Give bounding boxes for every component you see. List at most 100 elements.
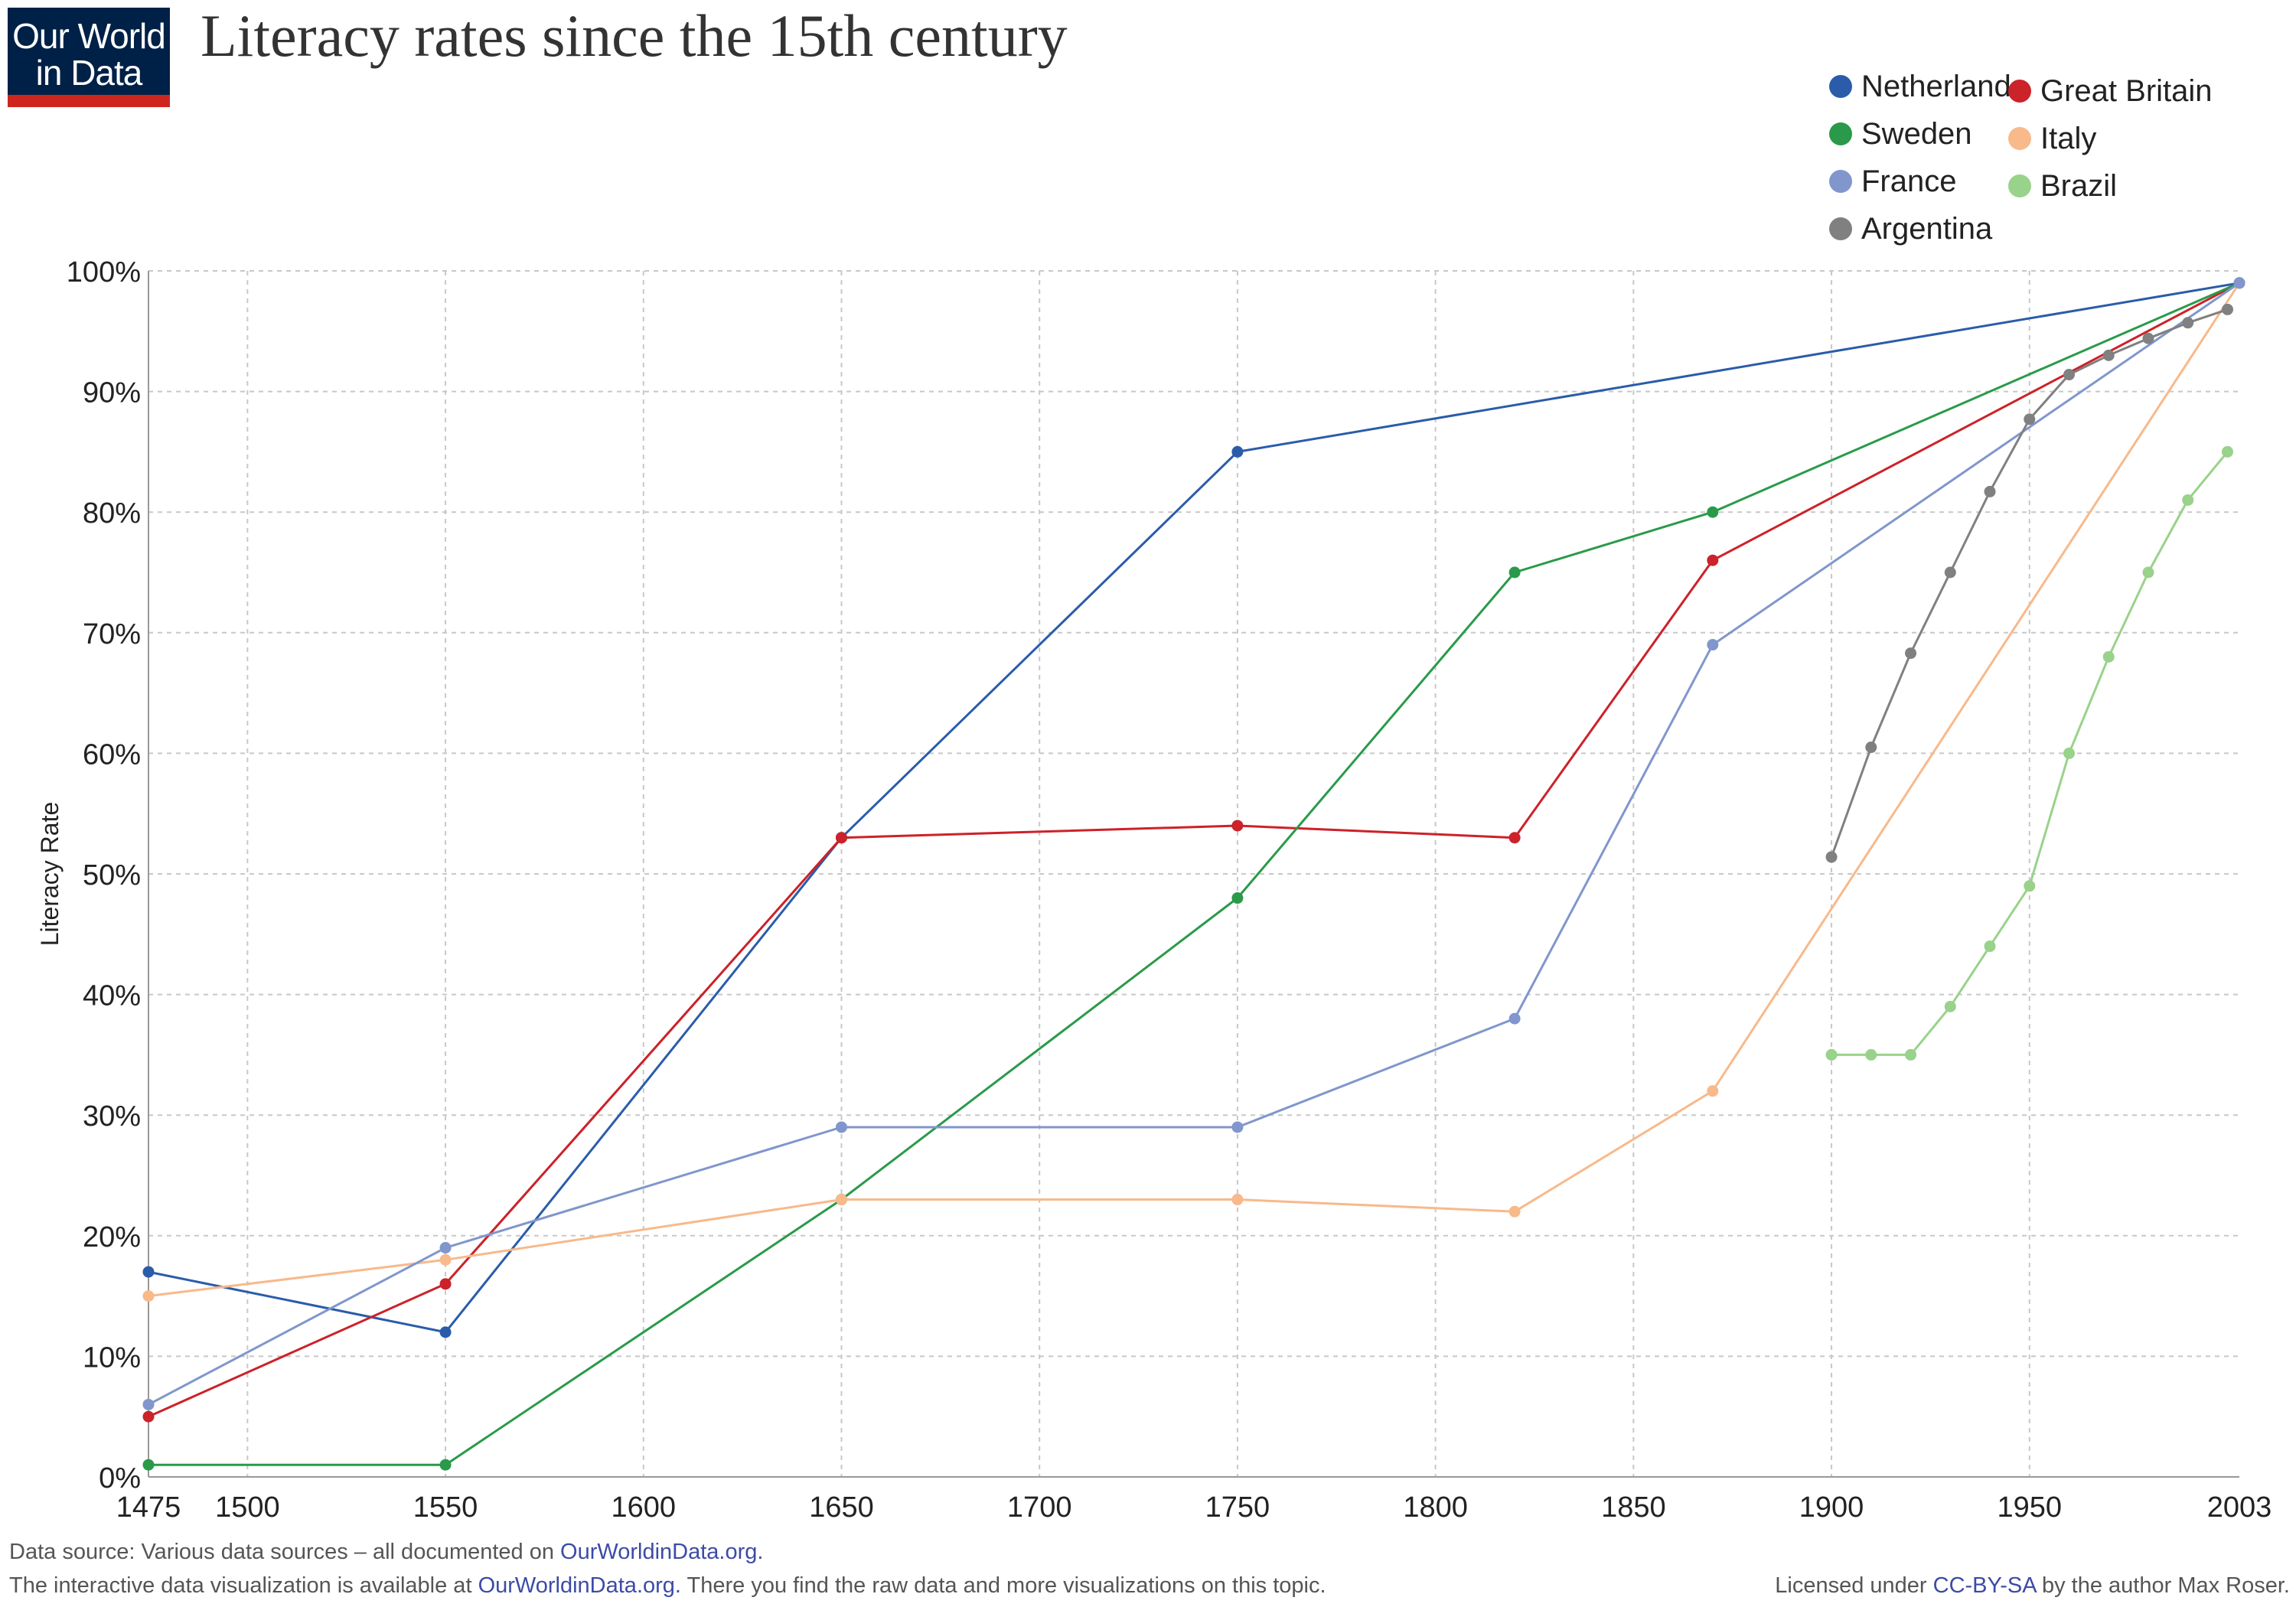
- x-tick-label-1950: 1950: [1997, 1491, 2062, 1524]
- point-brazil-1950: [2024, 880, 2036, 892]
- source-prefix: Data source: Various data sources – all …: [9, 1540, 561, 1564]
- legend-item-brazil[interactable]: Brazil: [2008, 167, 2117, 205]
- y-tick-label-70: 70%: [83, 618, 141, 650]
- x-tick-label-1650: 1650: [809, 1491, 874, 1524]
- point-great-britain-1870: [1707, 554, 1719, 566]
- point-france-1475: [142, 1398, 155, 1410]
- legend-swatch-sweden: [1829, 122, 1852, 145]
- legend-swatch-great-britain: [2008, 80, 2031, 103]
- series-line-italy: [148, 282, 2241, 1298]
- point-sweden-1750: [1231, 892, 1244, 905]
- owid-logo[interactable]: Our World in Data: [8, 8, 170, 107]
- legend-swatch-brazil: [2008, 174, 2031, 197]
- note-link[interactable]: OurWorldinData.org.: [478, 1573, 681, 1598]
- x-tick-label-1475: 1475: [116, 1491, 181, 1524]
- point-netherlands-1475: [142, 1266, 155, 1278]
- point-italy-1870: [1707, 1085, 1719, 1097]
- legend-label-france: France: [1861, 164, 1957, 198]
- point-france-1550: [439, 1242, 452, 1254]
- point-brazil-1940: [1984, 940, 1996, 953]
- legend-item-argentina[interactable]: Argentina: [1829, 210, 1992, 248]
- point-argentina-1970: [2102, 349, 2115, 361]
- point-france-1750: [1231, 1121, 1244, 1133]
- legend-label-netherlands: Netherlands: [1861, 69, 2027, 103]
- point-netherlands-1750: [1231, 445, 1244, 458]
- series-netherlands: [142, 277, 2245, 1338]
- point-brazil-1930: [1944, 1000, 1956, 1012]
- point-argentina-1930: [1944, 566, 1956, 579]
- legend-item-france[interactable]: France: [1829, 162, 1957, 200]
- y-tick-label-20: 20%: [83, 1221, 141, 1253]
- legend-item-great-britain[interactable]: Great Britain: [2008, 72, 2213, 110]
- y-tick-label-50: 50%: [83, 859, 141, 892]
- x-tick-label-1700: 1700: [1007, 1491, 1072, 1524]
- point-argentina-1900: [1825, 851, 1838, 863]
- point-great-britain-1650: [835, 832, 847, 844]
- x-tick-label-1550: 1550: [413, 1491, 478, 1524]
- series-france: [142, 277, 2245, 1410]
- series-brazil: [1825, 445, 2233, 1061]
- legend-item-netherlands[interactable]: Netherlands: [1829, 67, 2027, 106]
- point-great-britain-1550: [439, 1278, 452, 1290]
- series-sweden: [142, 277, 2245, 1471]
- data-source-note: Data source: Various data sources – all …: [9, 1540, 763, 1565]
- x-tick-label-1500: 1500: [215, 1491, 280, 1524]
- point-brazil-1910: [1865, 1048, 1877, 1061]
- point-netherlands-1550: [439, 1326, 452, 1338]
- point-argentina-1960: [2063, 369, 2076, 381]
- x-tick-label-1850: 1850: [1601, 1491, 1666, 1524]
- point-sweden-1550: [439, 1459, 452, 1471]
- point-italy-1750: [1231, 1194, 1244, 1206]
- point-argentina-1980: [2142, 332, 2154, 344]
- license-note: Licensed under CC-BY-SA by the author Ma…: [1775, 1573, 2290, 1599]
- note-suffix: There you find the raw data and more vis…: [680, 1573, 1326, 1598]
- point-sweden-1870: [1707, 506, 1719, 518]
- y-tick-label-80: 80%: [83, 497, 141, 530]
- license-suffix: by the author Max Roser.: [2035, 1573, 2290, 1598]
- license-link[interactable]: CC-BY-SA: [1932, 1573, 2036, 1598]
- point-great-britain-1750: [1231, 820, 1244, 832]
- legend-item-sweden[interactable]: Sweden: [1829, 115, 1972, 153]
- point-brazil-1990: [2182, 494, 2194, 506]
- y-axis-label: Literacy Rate: [36, 802, 64, 947]
- gridlines: [148, 270, 2239, 1477]
- legend-item-italy[interactable]: Italy: [2008, 119, 2096, 158]
- y-tick-label-40: 40%: [83, 980, 141, 1012]
- series-line-brazil: [1831, 451, 2229, 1056]
- legend-label-argentina: Argentina: [1861, 211, 1993, 246]
- y-tick-label-30: 30%: [83, 1100, 141, 1133]
- point-brazil-2000: [2221, 445, 2233, 458]
- point-sweden-1820: [1508, 566, 1521, 579]
- point-argentina-1920: [1905, 647, 1917, 660]
- point-brazil-1960: [2063, 747, 2076, 759]
- x-tick-label-1600: 1600: [612, 1491, 677, 1524]
- point-italy-1650: [835, 1194, 847, 1206]
- y-tick-label-0: 0%: [99, 1462, 141, 1495]
- axes: 0% 10% 20% 30% 40% 50% 60% 70% 80% 90% 100% 1475 150…: [36, 256, 2272, 1524]
- x-tick-label-1800: 1800: [1403, 1491, 1468, 1524]
- legend-label-great-britain: Great Britain: [2040, 73, 2213, 108]
- legend-swatch-argentina: [1829, 217, 1852, 240]
- legend-label-sweden: Sweden: [1861, 116, 1972, 151]
- y-tick-label-90: 90%: [83, 377, 141, 409]
- point-argentina-1990: [2182, 317, 2194, 329]
- point-brazil-1970: [2102, 650, 2115, 663]
- legend-label-brazil: Brazil: [2040, 168, 2118, 203]
- point-france-1870: [1707, 639, 1719, 651]
- legend-swatch-netherlands: [1829, 75, 1852, 98]
- interactive-note: The interactive data visualization is av…: [9, 1573, 1326, 1599]
- logo-line-2: in Data: [35, 53, 143, 93]
- y-tick-label-100: 100%: [67, 256, 141, 288]
- point-brazil-1980: [2142, 566, 2154, 579]
- series-line-great-britain: [148, 282, 2240, 1418]
- point-france-1650: [835, 1121, 847, 1133]
- note-prefix: The interactive data visualization is av…: [9, 1573, 478, 1598]
- chart-legend: Netherlands Sweden France Argentina Great Br…: [0, 0, 2296, 260]
- series-italy: [142, 277, 2245, 1302]
- y-tick-label-10: 10%: [83, 1341, 141, 1374]
- source-link[interactable]: OurWorldinData.org.: [560, 1540, 764, 1564]
- legend-swatch-italy: [2008, 127, 2031, 150]
- series-line-netherlands: [148, 282, 2240, 1334]
- x-tick-label-1750: 1750: [1205, 1491, 1270, 1524]
- license-prefix: Licensed under: [1775, 1573, 1933, 1598]
